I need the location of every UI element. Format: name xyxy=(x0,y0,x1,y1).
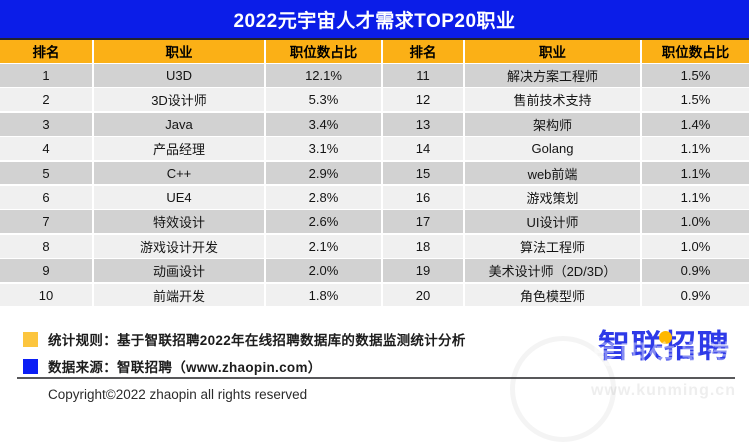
cell-pct: 1.0% xyxy=(642,234,749,258)
cell-job: 游戏策划 xyxy=(465,186,640,209)
cell-pct: 2.9% xyxy=(266,161,381,185)
cell-job: 解决方案工程师 xyxy=(465,64,640,87)
cell-rank: 1 xyxy=(0,64,92,87)
title-bar: 2022元宇宙人才需求TOP20职业 xyxy=(0,0,749,40)
cell-rank: 11 xyxy=(383,64,463,87)
cell-job: 特效设计 xyxy=(94,210,264,234)
cell-rank: 10 xyxy=(0,283,92,307)
legend-stat-rule: 统计规则：基于智联招聘2022年在线招聘数据库的数据监测统计分析 xyxy=(23,329,466,349)
data-source-text: 数据来源：智联招聘（www.zhaopin.com） xyxy=(48,360,322,375)
table-row: 3 Java 3.4% 13 架构师 1.4% xyxy=(0,112,749,136)
yellow-square-icon xyxy=(23,331,38,347)
table-row: 6 UE4 2.8% 16 游戏策划 1.1% xyxy=(0,186,749,209)
cell-pct: 2.8% xyxy=(266,186,381,209)
cell-job: 动画设计 xyxy=(94,259,264,283)
table-row: 7 特效设计 2.6% 17 UI设计师 1.0% xyxy=(0,210,749,234)
header-pct-left: 职位数占比 xyxy=(266,40,381,63)
footer-legend: 统计规则：基于智联招聘2022年在线招聘数据库的数据监测统计分析 数据来源：智联… xyxy=(23,329,466,383)
cell-rank: 20 xyxy=(383,283,463,307)
cell-job: U3D xyxy=(94,64,264,87)
cell-job: 前端开发 xyxy=(94,283,264,307)
cell-rank: 9 xyxy=(0,259,92,283)
cell-pct: 1.5% xyxy=(642,64,749,87)
cell-rank: 13 xyxy=(383,112,463,136)
cell-pct: 1.1% xyxy=(642,186,749,209)
cell-job: 产品经理 xyxy=(94,137,264,161)
cell-pct: 0.9% xyxy=(642,259,749,283)
cell-pct: 1.0% xyxy=(642,210,749,234)
cell-pct: 1.1% xyxy=(642,161,749,185)
cell-job: 游戏设计开发 xyxy=(94,234,264,258)
table-row: 4 产品经理 3.1% 14 Golang 1.1% xyxy=(0,137,749,161)
cell-job: 算法工程师 xyxy=(465,234,640,258)
legend-data-source: 数据来源：智联招聘（www.zhaopin.com） xyxy=(23,356,466,376)
cell-rank: 5 xyxy=(0,161,92,185)
table-row: 9 动画设计 2.0% 19 美术设计师（2D/3D） 0.9% xyxy=(0,259,749,283)
header-job-right: 职业 xyxy=(465,40,640,63)
top20-table: 排名 职业 职位数占比 排名 职业 职位数占比 1 U3D 12.1% 11 解… xyxy=(0,40,749,307)
cell-pct: 1.8% xyxy=(266,283,381,307)
cell-job: 角色模型师 xyxy=(465,283,640,307)
cell-rank: 15 xyxy=(383,161,463,185)
cell-job: 3D设计师 xyxy=(94,88,264,112)
cell-pct: 2.0% xyxy=(266,259,381,283)
table-row: 5 C++ 2.9% 15 web前端 1.1% xyxy=(0,161,749,185)
cell-job: 美术设计师（2D/3D） xyxy=(465,259,640,283)
cell-job: UE4 xyxy=(94,186,264,209)
cell-job: web前端 xyxy=(465,161,640,185)
cell-rank: 2 xyxy=(0,88,92,112)
cell-pct: 3.1% xyxy=(266,137,381,161)
logo-pin-icon xyxy=(659,331,672,344)
table-row: 10 前端开发 1.8% 20 角色模型师 0.9% xyxy=(0,283,749,307)
cell-pct: 12.1% xyxy=(266,64,381,87)
copyright-text: Copyright©2022 zhaopin all rights reserv… xyxy=(48,387,308,402)
cell-rank: 4 xyxy=(0,137,92,161)
cell-rank: 3 xyxy=(0,112,92,136)
cell-pct: 3.4% xyxy=(266,112,381,136)
cell-rank: 17 xyxy=(383,210,463,234)
header-job-left: 职业 xyxy=(94,40,264,63)
blue-square-icon xyxy=(23,358,38,374)
table-header-row: 排名 职业 职位数占比 排名 职业 职位数占比 xyxy=(0,40,749,63)
table-row: 1 U3D 12.1% 11 解决方案工程师 1.5% xyxy=(0,64,749,87)
cell-rank: 12 xyxy=(383,88,463,112)
cell-job: UI设计师 xyxy=(465,210,640,234)
cell-pct: 2.1% xyxy=(266,234,381,258)
cell-job: C++ xyxy=(94,161,264,185)
cell-pct: 2.6% xyxy=(266,210,381,234)
cell-rank: 18 xyxy=(383,234,463,258)
header-pct-right: 职位数占比 xyxy=(642,40,749,63)
stat-rule-text: 统计规则：基于智联招聘2022年在线招聘数据库的数据监测统计分析 xyxy=(48,333,466,348)
cell-job: Java xyxy=(94,112,264,136)
cell-rank: 16 xyxy=(383,186,463,209)
cell-rank: 8 xyxy=(0,234,92,258)
cell-pct: 0.9% xyxy=(642,283,749,307)
cell-pct: 1.5% xyxy=(642,88,749,112)
header-rank-left: 排名 xyxy=(0,40,92,63)
cell-rank: 19 xyxy=(383,259,463,283)
cell-rank: 14 xyxy=(383,137,463,161)
table-row: 2 3D设计师 5.3% 12 售前技术支持 1.5% xyxy=(0,88,749,112)
cell-job: Golang xyxy=(465,137,640,161)
cell-job: 架构师 xyxy=(465,112,640,136)
cell-job: 售前技术支持 xyxy=(465,88,640,112)
table-row: 8 游戏设计开发 2.1% 18 算法工程师 1.0% xyxy=(0,234,749,258)
cell-pct: 1.4% xyxy=(642,112,749,136)
cell-rank: 7 xyxy=(0,210,92,234)
cell-pct: 1.1% xyxy=(642,137,749,161)
cell-pct: 5.3% xyxy=(266,88,381,112)
header-rank-right: 排名 xyxy=(383,40,463,63)
page-title: 2022元宇宙人才需求TOP20职业 xyxy=(233,10,516,32)
footer-divider xyxy=(17,377,735,379)
cell-rank: 6 xyxy=(0,186,92,209)
